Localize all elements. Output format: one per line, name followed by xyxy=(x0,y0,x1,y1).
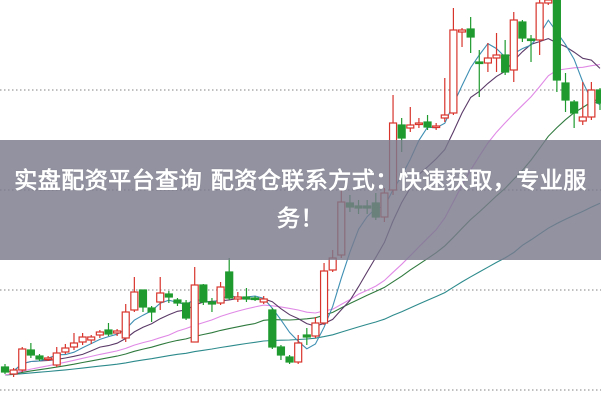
candle-down xyxy=(302,334,311,338)
candle-up xyxy=(61,347,70,353)
candle-down xyxy=(595,89,601,104)
title-banner: 实盘配资平台查询 配资仓联系方式：快速获取，专业服务！ xyxy=(0,140,601,260)
candle-up xyxy=(311,322,320,337)
candle-down xyxy=(35,355,44,360)
ma5-line xyxy=(4,19,601,373)
candle-up xyxy=(509,19,518,71)
banner-title: 实盘配资平台查询 配资仓联系方式：快速获取，专业服务！ xyxy=(14,168,587,232)
candle-up xyxy=(9,369,18,375)
candle-up xyxy=(44,357,53,361)
candle-up xyxy=(233,296,242,300)
candle-down xyxy=(518,21,527,39)
candle-down xyxy=(561,82,570,101)
candle-down xyxy=(242,296,251,300)
candle-up xyxy=(449,29,458,114)
candle-up xyxy=(319,270,329,324)
candle-down xyxy=(501,54,510,73)
candle-down xyxy=(199,284,208,303)
candle-down xyxy=(207,301,217,305)
candle-up xyxy=(414,122,424,126)
candle-down xyxy=(570,101,579,114)
candle-up xyxy=(69,342,79,348)
candle-up xyxy=(95,331,104,336)
candle-up xyxy=(544,0,553,4)
candle-down xyxy=(181,302,191,319)
candle-up xyxy=(440,114,449,119)
candle-down xyxy=(164,293,173,298)
candle-down xyxy=(173,299,182,304)
candle-up xyxy=(216,286,225,304)
candle-down xyxy=(276,346,286,356)
candle-up xyxy=(259,298,268,303)
candle-down xyxy=(423,121,432,128)
candle-up xyxy=(130,291,139,311)
candle-up xyxy=(587,89,596,118)
candle-up xyxy=(432,125,441,129)
candle-up xyxy=(18,348,27,371)
candle-up xyxy=(492,54,501,59)
candle-down xyxy=(138,289,148,308)
candle-down xyxy=(0,366,10,373)
candle-down xyxy=(475,61,484,65)
candle-down xyxy=(397,124,406,139)
candle-down xyxy=(268,309,277,348)
ma20-line xyxy=(4,63,601,376)
candle-up xyxy=(578,116,587,122)
candle-up xyxy=(190,284,199,343)
candle-down xyxy=(147,307,156,313)
candle-up xyxy=(87,336,96,341)
candle-up xyxy=(457,29,467,33)
candle-down xyxy=(26,349,35,356)
ma60-line xyxy=(4,202,601,376)
candle-down xyxy=(526,38,536,42)
candle-down xyxy=(225,271,234,299)
candle-down xyxy=(104,329,113,335)
candle-up xyxy=(406,124,415,129)
candle-up xyxy=(294,342,303,363)
candle-down xyxy=(285,356,294,363)
candle-up xyxy=(121,311,130,339)
candle-up xyxy=(78,336,87,343)
candle-up xyxy=(52,352,61,366)
ma10-line xyxy=(4,38,601,373)
candle-up xyxy=(483,57,492,64)
candle-up xyxy=(113,330,122,334)
candle-up xyxy=(156,292,165,303)
candle-down xyxy=(466,28,475,38)
candle-up xyxy=(535,2,544,41)
candle-down xyxy=(552,0,561,81)
candle-down xyxy=(250,297,260,301)
